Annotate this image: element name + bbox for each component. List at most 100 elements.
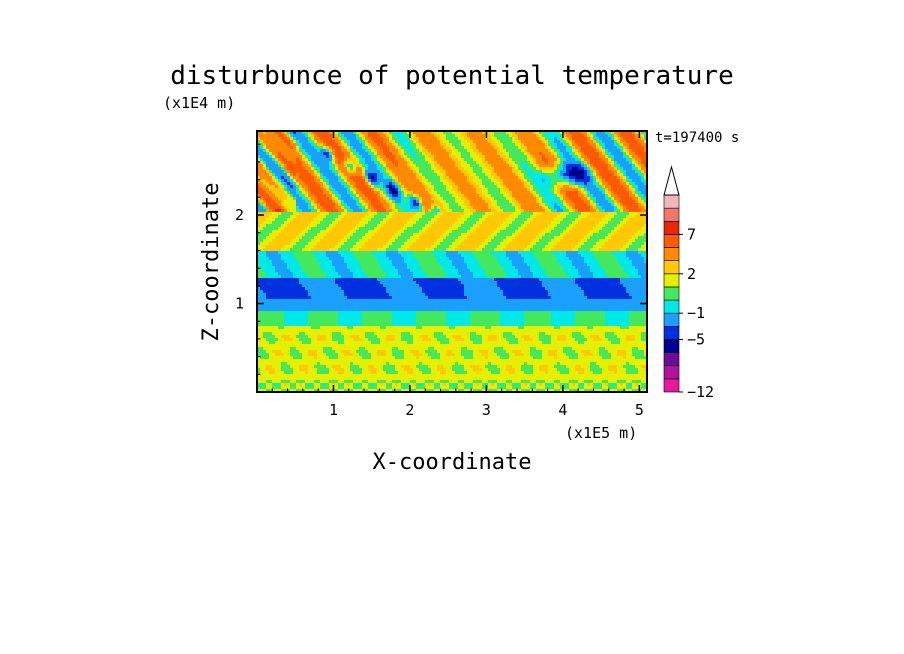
field-cell [401, 164, 405, 168]
field-cell [488, 179, 492, 183]
field-cell [620, 140, 624, 144]
field-cell [380, 191, 384, 195]
field-cell [296, 215, 300, 219]
field-cell [479, 137, 483, 141]
field-cell [284, 200, 288, 204]
field-cell [344, 164, 348, 168]
field-cell [458, 200, 462, 204]
field-cell [482, 191, 486, 195]
field-cell [635, 179, 639, 183]
field-cell [305, 206, 309, 210]
field-cell [596, 140, 600, 144]
field-cell [611, 215, 615, 219]
field-cell [530, 185, 534, 189]
field-cell [437, 149, 441, 153]
field-cell [632, 167, 636, 171]
field-cell [632, 224, 636, 228]
field-cell [338, 179, 342, 183]
field-cell [467, 215, 471, 219]
field-cell [260, 194, 264, 198]
field-cell [269, 176, 273, 180]
field-cell [620, 155, 624, 159]
field-cell [593, 197, 597, 201]
field-cell [548, 176, 552, 180]
field-cell [326, 209, 330, 213]
field-cell [548, 203, 552, 207]
field-cell [443, 188, 447, 192]
field-cell [365, 227, 369, 231]
field-cell [638, 200, 642, 204]
field-cell [449, 191, 453, 195]
field-cell [308, 212, 312, 216]
field-cell [479, 158, 483, 162]
field-cell [545, 140, 549, 144]
field-cell [542, 200, 546, 204]
field-cell [464, 146, 468, 150]
field-cell [545, 218, 549, 222]
field-cell [575, 161, 579, 165]
field-cell [275, 185, 279, 189]
field-cell [548, 197, 552, 201]
field-cell [575, 149, 579, 153]
field-cell [356, 194, 360, 198]
field-cell [335, 131, 339, 135]
field-cell [605, 161, 609, 165]
field-cell [278, 221, 282, 225]
field-cell [365, 224, 369, 228]
field-cell [614, 185, 618, 189]
field-cell [272, 209, 276, 213]
field-cell [353, 164, 357, 168]
field-cell [287, 194, 291, 198]
field-cell [518, 167, 522, 171]
field-cell [518, 146, 522, 150]
field-cell [371, 224, 375, 228]
field-cell [548, 155, 552, 159]
field-cell [509, 131, 513, 135]
field-cell [428, 185, 432, 189]
field-cell [644, 167, 647, 171]
field-cell [500, 206, 504, 210]
field-cell [425, 224, 429, 228]
field-cell [314, 188, 318, 192]
field-cell [401, 140, 405, 144]
field-cell [437, 137, 441, 141]
field-cell [557, 179, 561, 183]
field-cell [257, 209, 261, 213]
field-cell [587, 158, 591, 162]
field-cell [323, 131, 327, 135]
field-cell [518, 176, 522, 180]
field-cell [278, 209, 282, 213]
field-cell [497, 149, 501, 153]
field-cell [323, 137, 327, 141]
field-cell [317, 143, 321, 147]
field-cell [422, 203, 426, 207]
field-cell [518, 224, 522, 228]
field-cell [386, 134, 390, 138]
field-cell [335, 137, 339, 141]
field-cell [290, 203, 294, 207]
field-cell [431, 203, 435, 207]
field-cell [329, 197, 333, 201]
field-cell [347, 191, 351, 195]
field-cell [323, 182, 327, 186]
field-cell [599, 209, 603, 213]
field-cell [278, 188, 282, 192]
field-cell [305, 221, 309, 225]
field-cell [344, 218, 348, 222]
field-cell [593, 173, 597, 177]
field-cell [563, 224, 567, 228]
field-cell [482, 140, 486, 144]
field-cell [491, 149, 495, 153]
field-cell [440, 146, 444, 150]
field-cell [632, 155, 636, 159]
field-cell [410, 191, 414, 195]
field-cell [479, 167, 483, 171]
field-cell [506, 212, 510, 216]
field-cell [563, 164, 567, 168]
field-cell [569, 137, 573, 141]
field-cell [512, 167, 516, 171]
field-cell [488, 143, 492, 147]
field-cell [449, 143, 453, 147]
field-cell [482, 155, 486, 159]
field-cell [419, 200, 423, 204]
